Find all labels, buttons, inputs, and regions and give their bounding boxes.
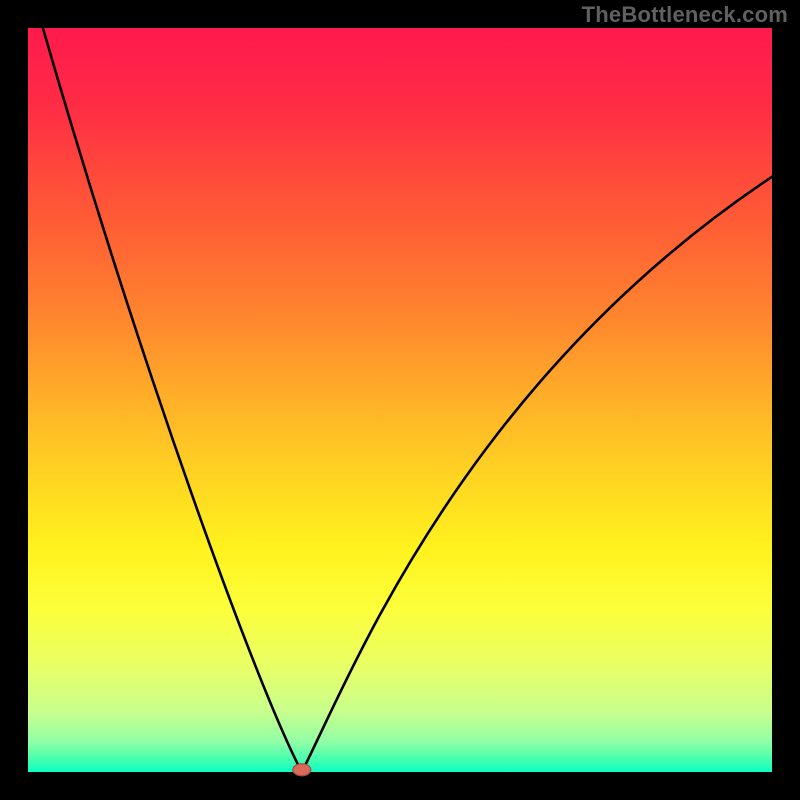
minimum-marker bbox=[293, 764, 311, 776]
watermark-text: TheBottleneck.com bbox=[582, 2, 788, 28]
chart-container: TheBottleneck.com bbox=[0, 0, 800, 800]
chart-svg bbox=[0, 0, 800, 800]
plot-background bbox=[28, 28, 772, 772]
